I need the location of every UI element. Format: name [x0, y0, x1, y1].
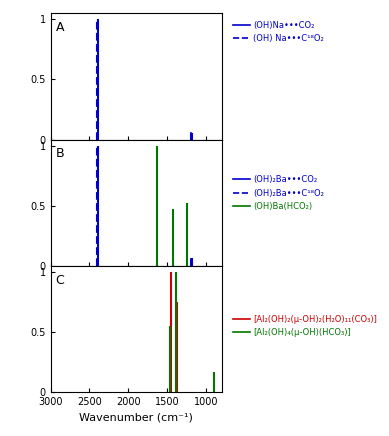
Legend: (OH)₂Ba•••CO₂, (OH)₂Ba•••C¹⁸O₂, (OH)Ba(HCO₂): (OH)₂Ba•••CO₂, (OH)₂Ba•••C¹⁸O₂, (OH)Ba(H…: [230, 172, 327, 214]
Text: A: A: [56, 20, 64, 34]
Legend: (OH)Na•••CO₂, (OH) Na•••C¹⁸O₂: (OH)Na•••CO₂, (OH) Na•••C¹⁸O₂: [230, 17, 327, 46]
X-axis label: Wavenumber (cm⁻¹): Wavenumber (cm⁻¹): [79, 413, 193, 423]
Text: C: C: [56, 273, 65, 286]
Legend: [Al₂(OH)₂(μ-OH)₂(H₂O)₁₁(CO₃)], [Al₂(OH)₄(μ-OH)(HCO₃)]: [Al₂(OH)₂(μ-OH)₂(H₂O)₁₁(CO₃)], [Al₂(OH)₄…: [230, 312, 380, 341]
Text: B: B: [56, 147, 64, 160]
